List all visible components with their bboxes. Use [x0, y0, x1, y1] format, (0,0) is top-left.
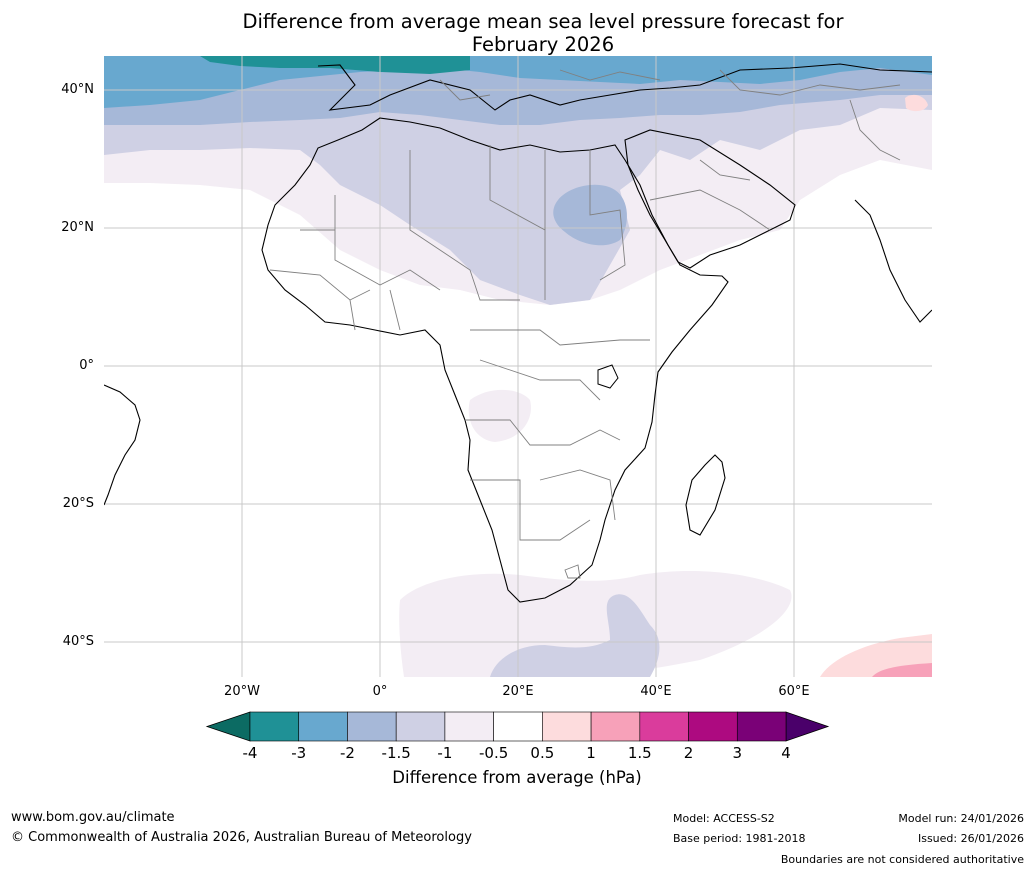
colorbar-segment	[736, 711, 787, 742]
lat-label-20s: 20°S	[62, 496, 94, 511]
colorbar-tick-label: 2	[683, 744, 694, 762]
colorbar-tick-label: 3	[732, 744, 743, 762]
colorbar-segment	[639, 711, 689, 742]
lon-label-20w: 20°W	[224, 684, 260, 699]
issued-text: Issued: 26/01/2026	[917, 832, 1024, 845]
colorbar-segments	[249, 711, 787, 742]
africa-coastline	[261, 117, 729, 603]
colorbar-tick-label: 1.5	[627, 744, 652, 762]
map-title: Difference from average mean sea level p…	[104, 10, 982, 56]
colorbar-tick-label: -0.5	[478, 744, 509, 762]
colorbar-segment	[298, 711, 348, 742]
lon-label-20e: 20°E	[502, 684, 534, 699]
colorbar-tick-label: 1	[586, 744, 596, 762]
lon-label-0: 0°	[372, 684, 388, 699]
colorbar-segment	[493, 711, 543, 742]
copyright-text: © Commonwealth of Australia 2026, Austra…	[11, 830, 472, 845]
south-america-coastline	[104, 384, 141, 506]
india-coastline	[854, 199, 932, 323]
map-title-line1: Difference from average mean sea level p…	[242, 10, 844, 33]
colorbar-high-extension	[785, 711, 830, 742]
colorbar-segment	[542, 711, 592, 742]
lat-label-40s: 40°S	[62, 634, 94, 649]
lat-label-equator: 0°	[79, 358, 94, 373]
website-link[interactable]: www.bom.gov.au/climate	[11, 810, 175, 825]
colorbar-tick-label: -3	[291, 744, 307, 762]
colorbar-segment	[444, 711, 494, 742]
colorbar-tick-label: 4	[781, 744, 791, 762]
base-period-text: Base period: 1981-2018	[673, 832, 806, 845]
colorbar-title: Difference from average (hPa)	[392, 768, 642, 787]
model-text: Model: ACCESS-S2	[673, 812, 775, 825]
pressure-anomaly-field	[104, 56, 932, 677]
anomaly-region-light-congo	[468, 389, 531, 442]
colorbar-tick-label: 0.5	[530, 744, 555, 762]
model-run-text: Model run: 24/01/2026	[898, 812, 1024, 825]
arabia-coastline	[624, 129, 796, 269]
colorbar-segment	[249, 711, 300, 742]
colorbar-segment	[347, 711, 397, 742]
anomaly-region-rose-southeast	[872, 663, 932, 677]
colorbar-segment	[395, 711, 446, 742]
colorbar-segment	[590, 711, 641, 742]
colorbar-tick-label: -1.5	[381, 744, 411, 762]
colorbar-low-extension	[205, 711, 251, 742]
colorbar-segment	[688, 711, 738, 742]
anomaly-region-blue-north	[104, 56, 932, 108]
lake-victoria	[597, 364, 619, 389]
map-title-line2: February 2026	[471, 33, 615, 56]
anomaly-region-lavender-south	[490, 594, 660, 677]
lat-label-20n: 20°N	[61, 220, 94, 235]
lon-label-40e: 40°E	[640, 684, 672, 699]
disclaimer-text: Boundaries are not considered authoritat…	[780, 853, 1024, 866]
anomaly-region-light-south	[399, 570, 792, 677]
europe-coastline	[317, 63, 932, 111]
anomaly-region-pink-northeast	[905, 94, 928, 112]
graticule	[104, 56, 932, 677]
lon-label-60e: 60°E	[778, 684, 810, 699]
madagascar-coastline	[685, 454, 726, 536]
lat-label-40n: 40°N	[61, 82, 94, 97]
colorbar-tick-label: -1	[437, 744, 453, 762]
country-borders	[269, 69, 901, 579]
colorbar-tick-label: -2	[339, 744, 355, 762]
colorbar-tick-label: -4	[242, 744, 258, 762]
